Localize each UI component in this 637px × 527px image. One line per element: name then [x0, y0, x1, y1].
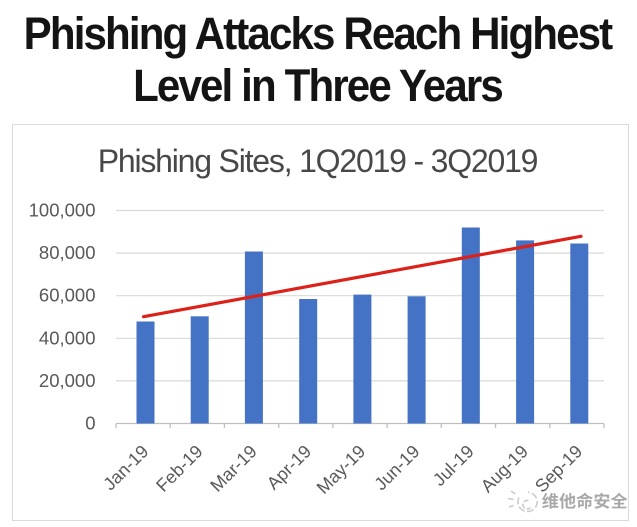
svg-text:Apr-19: Apr-19 — [263, 441, 315, 493]
svg-text:Jan-19: Jan-19 — [99, 441, 152, 494]
svg-text:100,000: 100,000 — [29, 200, 96, 221]
svg-text:Jul-19: Jul-19 — [429, 441, 478, 490]
svg-text:Jun-19: Jun-19 — [370, 441, 423, 494]
svg-text:40,000: 40,000 — [39, 327, 96, 348]
svg-text:May-19: May-19 — [313, 441, 370, 498]
svg-text:Feb-19: Feb-19 — [152, 441, 206, 495]
svg-text:Sep-19: Sep-19 — [531, 441, 586, 496]
svg-text:0: 0 — [85, 413, 95, 434]
svg-text:80,000: 80,000 — [39, 242, 96, 263]
svg-text:Mar-19: Mar-19 — [206, 441, 260, 495]
svg-text:Aug-19: Aug-19 — [477, 441, 532, 496]
svg-text:20,000: 20,000 — [39, 370, 96, 391]
svg-text:60,000: 60,000 — [39, 285, 96, 306]
